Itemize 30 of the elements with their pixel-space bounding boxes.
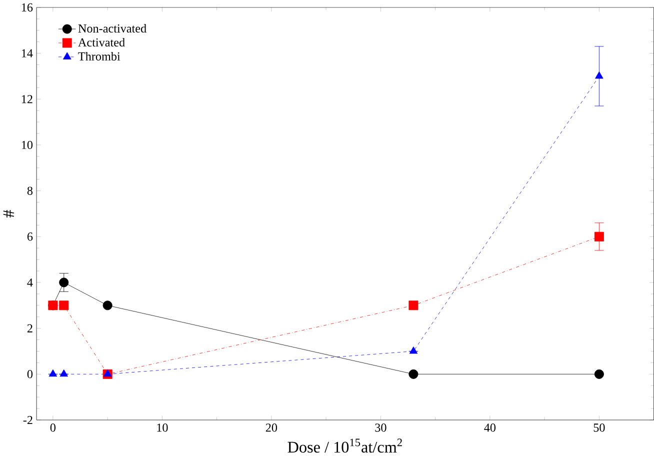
legend-label: Thrombi <box>78 52 120 60</box>
y-tick-label: 14 <box>22 49 33 58</box>
x-tick-label: 30 <box>375 424 386 432</box>
y-tick-label: 6 <box>27 232 33 241</box>
y-tick-label: 0 <box>27 370 33 378</box>
y-tick-label: 2 <box>27 324 32 332</box>
x-tick-label: 40 <box>484 424 496 432</box>
point <box>408 300 418 310</box>
x-tick-label: 20 <box>266 424 278 432</box>
point <box>59 300 69 310</box>
legend-label: Activated <box>78 38 125 47</box>
point <box>409 346 418 354</box>
x-tick-label: 50 <box>594 424 605 432</box>
point <box>594 369 604 379</box>
point <box>408 369 418 379</box>
x-tick-label: 0 <box>50 424 56 432</box>
y-tick-label: 16 <box>22 3 33 12</box>
y-axis-title: # <box>3 210 14 218</box>
point <box>594 232 604 242</box>
y-tick-label: 4 <box>27 278 33 286</box>
x-tick-label: 10 <box>157 424 168 432</box>
x-axis-title: Dose / 10$^{15}$at/cm$^{2}$ <box>288 438 402 453</box>
y-tick-label: 10 <box>22 140 33 150</box>
point <box>595 71 604 79</box>
y-tick-label: 8 <box>27 186 33 195</box>
legend-label: Non-activated <box>78 24 146 33</box>
point <box>59 278 69 288</box>
y-tick-label: 12 <box>22 95 32 104</box>
point <box>102 300 112 310</box>
y-tick-label: -2 <box>23 416 32 424</box>
